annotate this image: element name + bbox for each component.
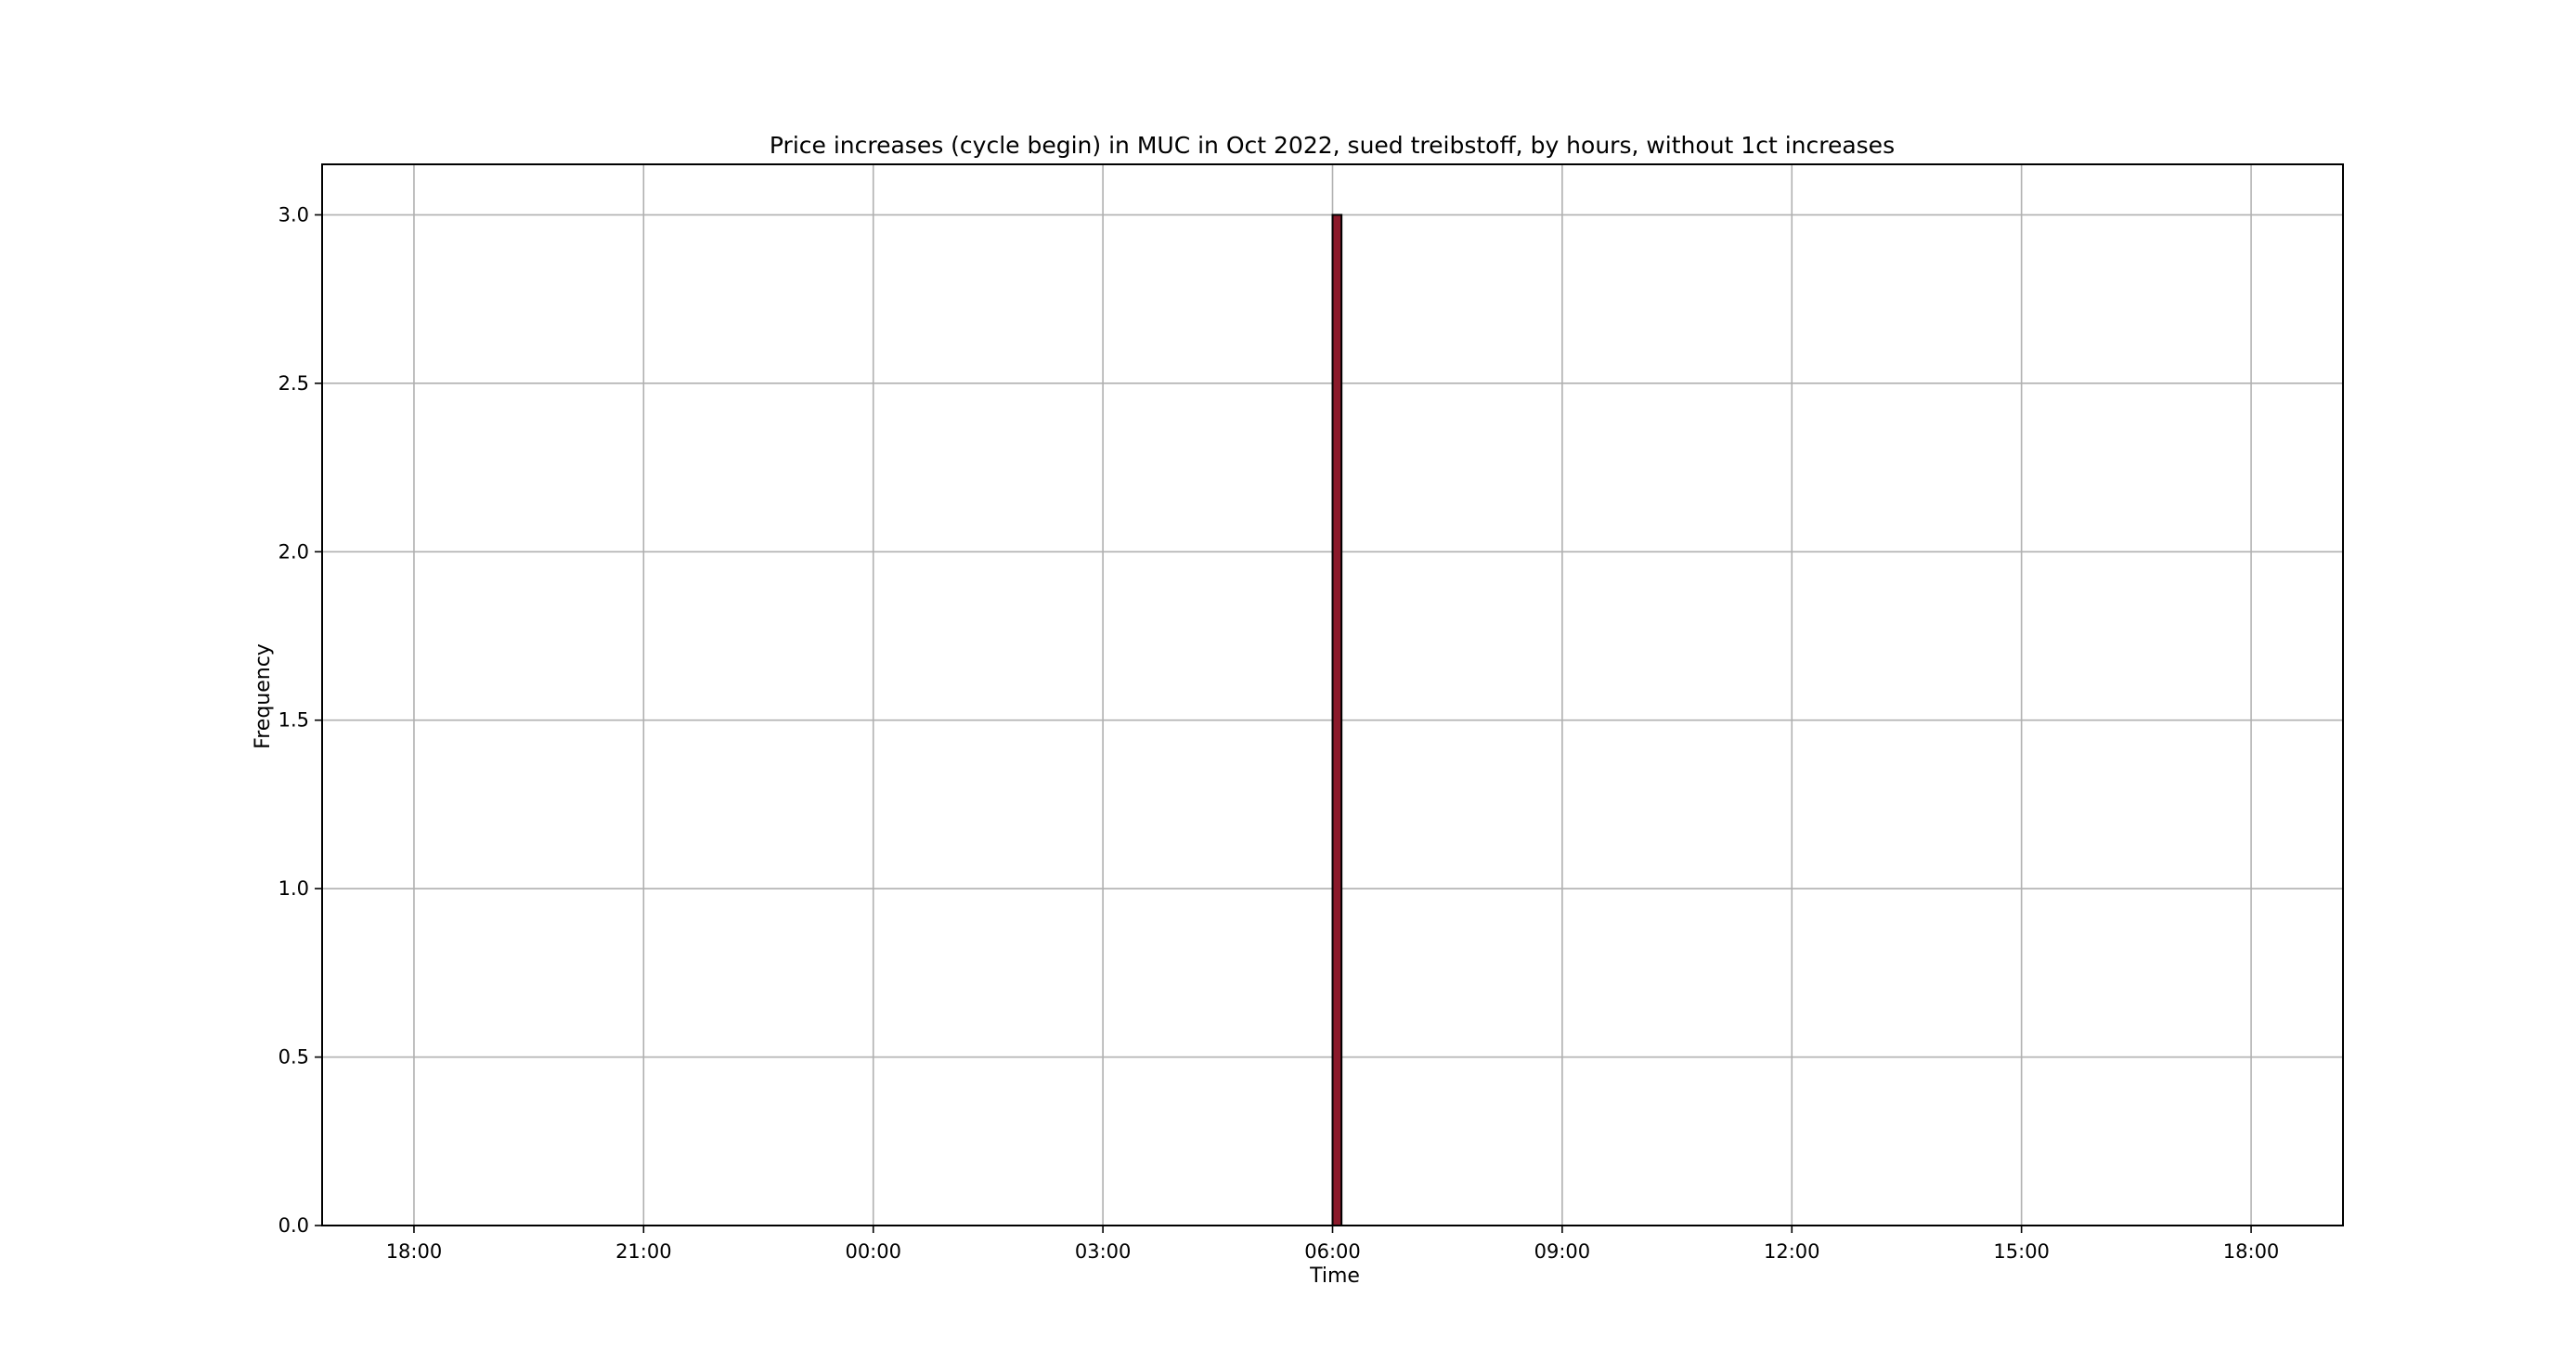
y-tick-label: 2.5 bbox=[278, 372, 309, 395]
x-tick-label: 06:00 bbox=[1304, 1240, 1361, 1263]
x-tick-label: 12:00 bbox=[1764, 1240, 1820, 1263]
x-tick-label: 18:00 bbox=[2223, 1240, 2280, 1263]
axis-ticks: 18:00 21:00 00:00 03:00 06:00 09:00 12:00 15:00… bbox=[278, 203, 2280, 1263]
x-tick-label: 09:00 bbox=[1534, 1240, 1591, 1263]
y-tick-label: 1.0 bbox=[278, 877, 309, 900]
x-tick-label: 15:00 bbox=[1993, 1240, 2050, 1263]
histogram-bar bbox=[1331, 214, 1343, 1226]
x-tick-label: 00:00 bbox=[845, 1240, 901, 1263]
chart-title: Price increases (cycle begin) in MUC in … bbox=[770, 132, 1895, 159]
bars bbox=[1331, 214, 1343, 1226]
x-tick-label: 18:00 bbox=[386, 1240, 443, 1263]
x-tick-label: 03:00 bbox=[1075, 1240, 1132, 1263]
y-tick-label: 1.5 bbox=[278, 709, 309, 732]
y-tick-label: 0.5 bbox=[278, 1046, 309, 1069]
y-tick-label: 2.0 bbox=[278, 540, 309, 563]
x-tick-label: 21:00 bbox=[615, 1240, 672, 1263]
y-tick-label: 0.0 bbox=[278, 1214, 309, 1237]
x-axis-label: Time bbox=[1309, 1265, 1360, 1288]
y-axis-label: Frequency bbox=[252, 643, 275, 749]
y-tick-label: 3.0 bbox=[278, 203, 309, 226]
